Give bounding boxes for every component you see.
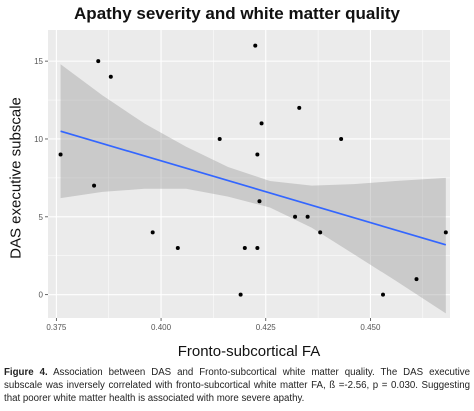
data-point (175, 245, 180, 250)
y-axis-label: DAS executive subscale (7, 97, 25, 259)
y-tick-label: 0 (39, 291, 44, 300)
data-point (255, 245, 260, 250)
plot-panel (48, 30, 450, 318)
data-point (293, 214, 298, 219)
data-point (217, 136, 222, 141)
data-point (255, 152, 260, 157)
data-point (58, 152, 63, 157)
x-tick-label: 0.450 (360, 323, 381, 332)
data-point (238, 292, 243, 297)
y-tick-label: 15 (34, 57, 43, 66)
y-tick-label: 10 (34, 135, 43, 144)
data-point (92, 183, 97, 188)
data-point (381, 292, 385, 297)
data-point (242, 245, 247, 250)
chart-title: Apathy severity and white matter quality (74, 4, 400, 23)
data-points (58, 43, 448, 297)
data-point (253, 43, 258, 48)
data-point (108, 74, 113, 79)
x-axis-ticks: 0.375 0.400 0.425 0.450 (46, 318, 381, 332)
data-point (414, 277, 419, 282)
data-point (257, 199, 262, 204)
x-tick-label: 0.425 (256, 323, 277, 332)
data-point (150, 230, 155, 235)
x-axis-label: Fronto-subcortical FA (177, 343, 321, 360)
data-point (339, 136, 344, 141)
figure-caption: Figure 4. Association between DAS and Fr… (4, 366, 470, 405)
regression-line (60, 130, 447, 246)
y-tick-label: 5 (39, 213, 44, 222)
y-axis-ticks: 0 5 10 15 (34, 57, 48, 300)
x-tick-label: 0.400 (151, 323, 172, 332)
data-point (443, 230, 448, 235)
caption-label: Figure 4. (4, 367, 48, 378)
minor-gridlines (48, 30, 450, 318)
data-point (318, 230, 323, 235)
caption-text: Association between DAS and Fronto-subco… (4, 367, 470, 404)
data-point (305, 214, 310, 219)
data-point (259, 121, 264, 126)
data-point (96, 59, 101, 64)
data-point (297, 105, 302, 110)
x-tick-label: 0.375 (46, 323, 67, 332)
